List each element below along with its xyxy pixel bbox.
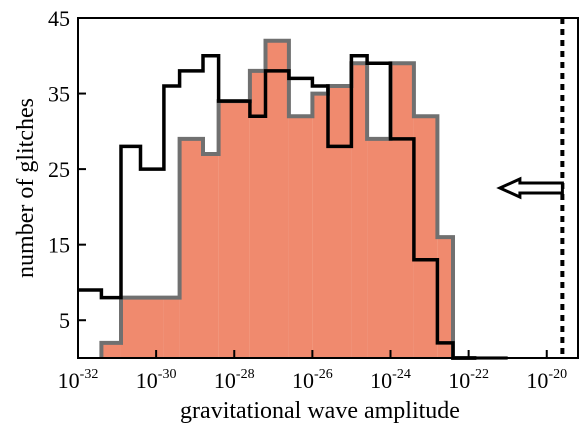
filled-bar [288, 116, 313, 358]
y-tick-label: 15 [48, 233, 70, 258]
x-tick-label: 10-30 [136, 367, 177, 393]
filled-bar [163, 297, 180, 358]
filled-bar [413, 116, 438, 358]
filled-bar [120, 297, 164, 358]
x-axis-title: gravitational wave amplitude [180, 398, 460, 424]
x-tick-label: 10-20 [526, 367, 567, 393]
filled-bar [101, 342, 121, 358]
filled-bar [312, 93, 328, 359]
y-tick-label: 45 [48, 6, 70, 31]
left-arrow-icon [496, 176, 564, 200]
filled-bar [328, 86, 352, 358]
filled-bar [437, 237, 453, 358]
filled-bar [249, 70, 266, 358]
filled-bar [265, 40, 289, 359]
x-tick-label: 10-24 [370, 367, 411, 393]
filled-bar [203, 154, 219, 358]
y-tick-label: 5 [59, 308, 70, 333]
x-tick-label: 10-32 [58, 367, 99, 393]
x-tick-label: 10-22 [448, 367, 489, 393]
filled-bar [179, 138, 203, 358]
y-axis-title: number of glitches [13, 98, 39, 278]
x-axis: 10-32 10-30 10-28 10-26 10-24 10-22 10-20 [58, 350, 567, 393]
x-tick-label: 10-28 [214, 367, 255, 393]
filled-bar [351, 63, 368, 358]
x-tick-label: 10-26 [292, 367, 333, 393]
filled-bar [390, 63, 414, 358]
filled-bar [218, 101, 250, 358]
y-tick-label: 25 [48, 157, 70, 182]
y-tick-label: 35 [48, 82, 70, 107]
filled-bar [367, 138, 391, 358]
plot-area [77, 17, 579, 360]
outline-series-line [78, 54, 477, 360]
y-axis: 5 15 25 35 45 [48, 6, 86, 333]
plot-frame [77, 17, 579, 359]
filled-series-edge [99, 38, 508, 360]
